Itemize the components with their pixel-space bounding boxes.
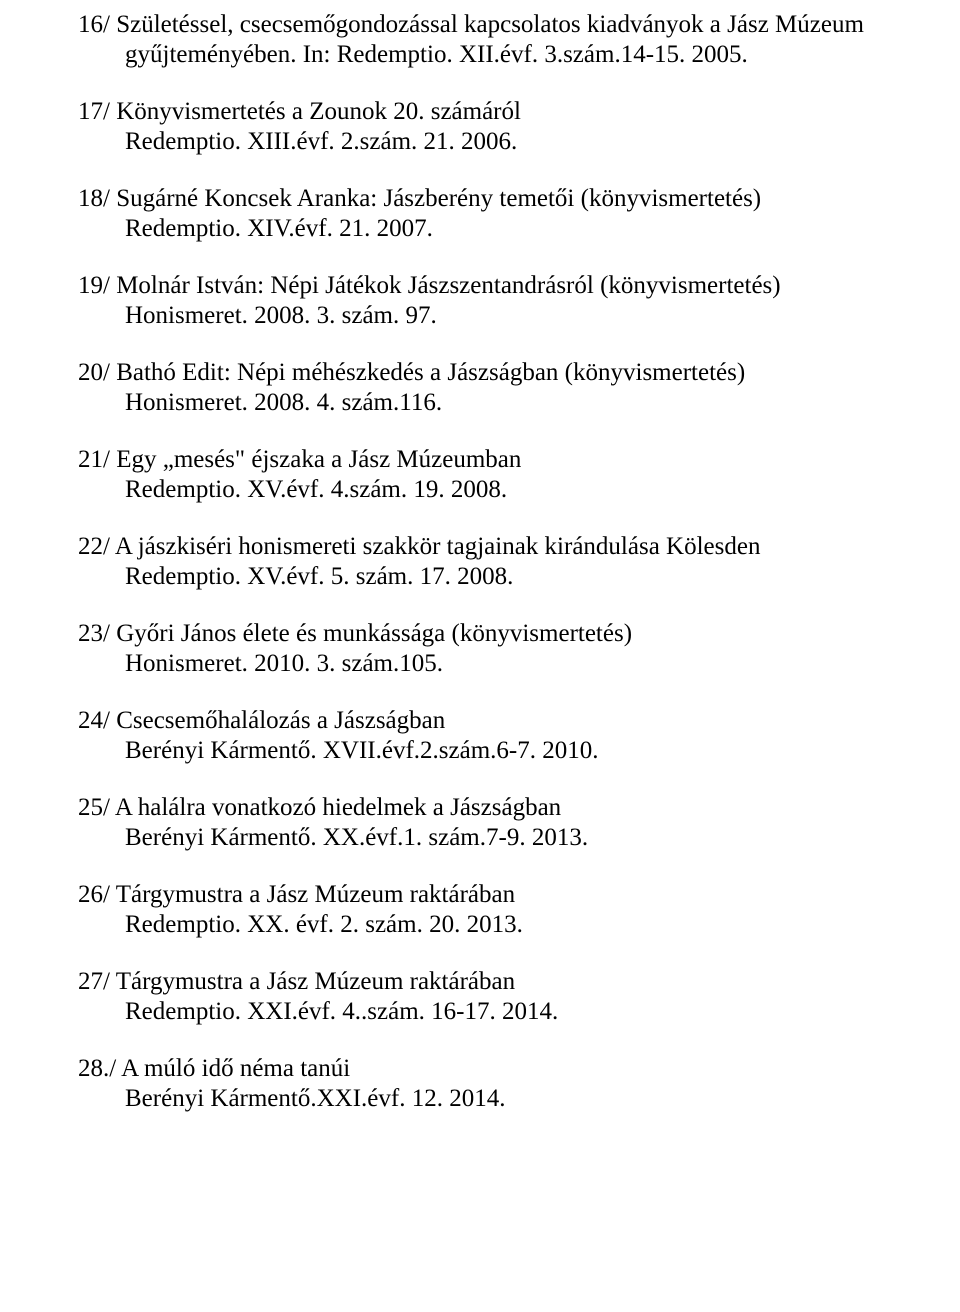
bibliography-entry: 25/ A halálra vonatkozó hiedelmek a Jász… xyxy=(78,793,900,852)
bibliography-entry: 18/ Sugárné Koncsek Aranka: Jászberény t… xyxy=(78,184,900,243)
entry-title: 18/ Sugárné Koncsek Aranka: Jászberény t… xyxy=(78,184,900,214)
entry-citation: Redemptio. XIII.évf. 2.szám. 21. 2006. xyxy=(78,127,900,157)
entry-title: 27/ Tárgymustra a Jász Múzeum raktárában xyxy=(78,967,900,997)
entry-title: 25/ A halálra vonatkozó hiedelmek a Jász… xyxy=(78,793,900,823)
bibliography-entry: 27/ Tárgymustra a Jász Múzeum raktárában… xyxy=(78,967,900,1026)
bibliography-entry: 16/ Születéssel, csecsemőgondozással kap… xyxy=(78,10,900,69)
entry-citation: Berényi Kármentő. XX.évf.1. szám.7-9. 20… xyxy=(78,823,900,853)
entry-title: 26/ Tárgymustra a Jász Múzeum raktárában xyxy=(78,880,900,910)
bibliography-entry: 26/ Tárgymustra a Jász Múzeum raktárában… xyxy=(78,880,900,939)
entry-title-line1: 16/ Születéssel, csecsemőgondozással kap… xyxy=(78,10,900,40)
entry-citation: Redemptio. XXI.évf. 4..szám. 16-17. 2014… xyxy=(78,997,900,1027)
entry-citation: Redemptio. XV.évf. 5. szám. 17. 2008. xyxy=(78,562,900,592)
entry-citation: Honismeret. 2008. 3. szám. 97. xyxy=(78,301,900,331)
bibliography-entry: 22/ A jászkiséri honismereti szakkör tag… xyxy=(78,532,900,591)
bibliography-entry: 19/ Molnár István: Népi Játékok Jászszen… xyxy=(78,271,900,330)
entry-citation: Berényi Kármentő.XXI.évf. 12. 2014. xyxy=(78,1084,900,1114)
bibliography-entry: 28./ A múló idő néma tanúi Berényi Kárme… xyxy=(78,1054,900,1113)
bibliography-entry: 20/ Bathó Edit: Népi méhészkedés a Jászs… xyxy=(78,358,900,417)
entry-title: 23/ Győri János élete és munkássága (kön… xyxy=(78,619,900,649)
entry-title: 17/ Könyvismertetés a Zounok 20. számáró… xyxy=(78,97,900,127)
entry-title: 19/ Molnár István: Népi Játékok Jászszen… xyxy=(78,271,900,301)
entry-title: 24/ Csecsemőhalálozás a Jászságban xyxy=(78,706,900,736)
bibliography-entry: 21/ Egy „mesés" éjszaka a Jász Múzeumban… xyxy=(78,445,900,504)
entry-title: 28./ A múló idő néma tanúi xyxy=(78,1054,900,1084)
entry-citation: Redemptio. XX. évf. 2. szám. 20. 2013. xyxy=(78,910,900,940)
entry-title: 21/ Egy „mesés" éjszaka a Jász Múzeumban xyxy=(78,445,900,475)
entry-citation: Berényi Kármentő. XVII.évf.2.szám.6-7. 2… xyxy=(78,736,900,766)
entry-title: 20/ Bathó Edit: Népi méhészkedés a Jászs… xyxy=(78,358,900,388)
entry-title-line2: gyűjteményében. In: Redemptio. XII.évf. … xyxy=(78,40,900,70)
entry-citation: Honismeret. 2008. 4. szám.116. xyxy=(78,388,900,418)
entry-title: 22/ A jászkiséri honismereti szakkör tag… xyxy=(78,532,900,562)
bibliography-entry: 17/ Könyvismertetés a Zounok 20. számáró… xyxy=(78,97,900,156)
entry-citation: Redemptio. XIV.évf. 21. 2007. xyxy=(78,214,900,244)
bibliography-entry: 24/ Csecsemőhalálozás a Jászságban Berén… xyxy=(78,706,900,765)
entry-citation: Honismeret. 2010. 3. szám.105. xyxy=(78,649,900,679)
bibliography-entry: 23/ Győri János élete és munkássága (kön… xyxy=(78,619,900,678)
entry-citation: Redemptio. XV.évf. 4.szám. 19. 2008. xyxy=(78,475,900,505)
